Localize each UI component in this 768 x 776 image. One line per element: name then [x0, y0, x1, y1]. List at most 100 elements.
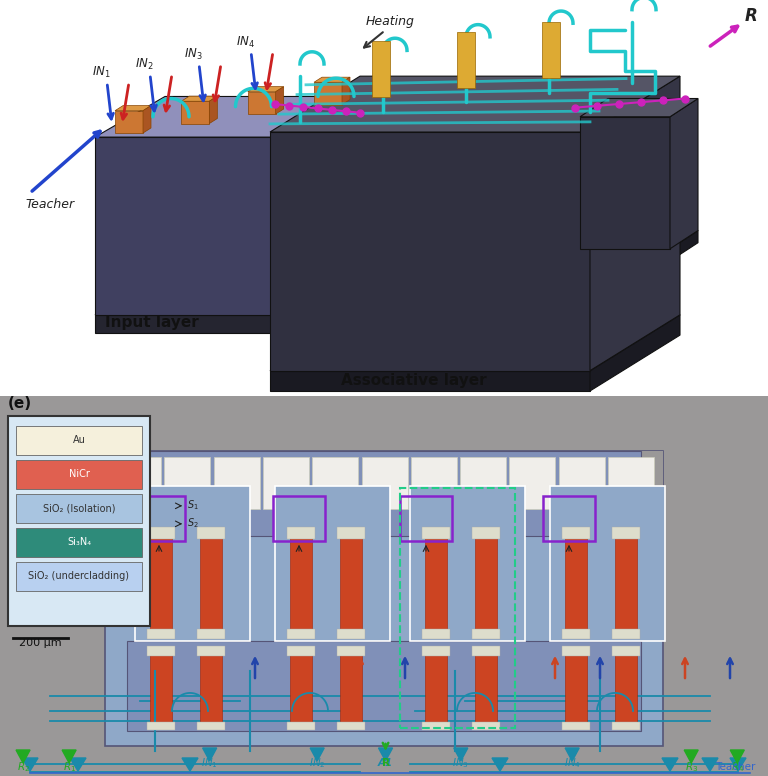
- Text: $IN_2$: $IN_2$: [309, 756, 326, 770]
- Bar: [287, 629, 315, 639]
- Bar: [127, 641, 641, 731]
- Bar: [615, 534, 637, 634]
- Text: $IN_4$: $IN_4$: [236, 35, 255, 50]
- Bar: [105, 451, 127, 546]
- Text: $R_2$: $R_2$: [17, 760, 29, 774]
- Bar: [8, 416, 150, 626]
- Bar: [422, 722, 450, 730]
- Polygon shape: [492, 758, 508, 771]
- Text: Teacher: Teacher: [715, 762, 755, 772]
- Bar: [562, 629, 590, 639]
- Bar: [127, 451, 641, 536]
- Text: Associative layer: Associative layer: [341, 373, 487, 388]
- Bar: [147, 527, 175, 539]
- Polygon shape: [95, 96, 355, 137]
- Polygon shape: [580, 230, 698, 249]
- Polygon shape: [62, 750, 76, 763]
- Bar: [200, 651, 222, 726]
- Polygon shape: [565, 748, 579, 761]
- Bar: [133, 496, 185, 541]
- Bar: [275, 486, 390, 641]
- Bar: [509, 457, 555, 509]
- Bar: [422, 646, 450, 656]
- Bar: [608, 457, 654, 509]
- Text: Heating: Heating: [366, 16, 415, 29]
- Text: $S_2$: $S_2$: [187, 516, 199, 530]
- Polygon shape: [285, 96, 355, 315]
- Text: SiO₂ (undercladding): SiO₂ (undercladding): [28, 571, 130, 581]
- Bar: [214, 457, 260, 509]
- Text: $IN_4$: $IN_4$: [564, 756, 581, 770]
- Polygon shape: [247, 92, 276, 114]
- Text: $IN_3$: $IN_3$: [452, 756, 469, 770]
- Bar: [612, 629, 640, 639]
- Polygon shape: [270, 76, 680, 132]
- Polygon shape: [270, 315, 680, 371]
- Polygon shape: [662, 758, 678, 771]
- Text: $IN_1$: $IN_1$: [92, 65, 111, 80]
- Bar: [337, 629, 365, 639]
- Bar: [422, 527, 450, 539]
- Bar: [290, 651, 312, 726]
- Bar: [16, 460, 142, 489]
- Bar: [147, 646, 175, 656]
- Text: $IN_1$: $IN_1$: [201, 756, 218, 770]
- Bar: [615, 651, 637, 726]
- Bar: [273, 496, 325, 541]
- Polygon shape: [730, 750, 744, 763]
- Bar: [337, 646, 365, 656]
- Bar: [290, 534, 312, 634]
- Bar: [150, 534, 172, 634]
- Bar: [200, 534, 222, 634]
- Bar: [135, 486, 250, 641]
- Polygon shape: [580, 116, 670, 249]
- Bar: [164, 457, 210, 509]
- Bar: [147, 629, 175, 639]
- Bar: [612, 646, 640, 656]
- Polygon shape: [95, 274, 355, 315]
- Bar: [287, 722, 315, 730]
- Text: NiCr: NiCr: [68, 469, 89, 480]
- Bar: [550, 486, 665, 641]
- Bar: [562, 527, 590, 539]
- Polygon shape: [372, 41, 390, 97]
- Bar: [565, 534, 587, 634]
- Bar: [16, 426, 142, 455]
- Bar: [337, 722, 365, 730]
- Bar: [562, 722, 590, 730]
- Bar: [472, 527, 500, 539]
- Text: Si₃N₄: Si₃N₄: [67, 537, 91, 547]
- Text: $IN_2$: $IN_2$: [135, 57, 154, 72]
- Bar: [105, 451, 663, 746]
- Bar: [400, 488, 515, 728]
- Bar: [562, 646, 590, 656]
- Bar: [612, 527, 640, 539]
- Polygon shape: [670, 230, 698, 261]
- Bar: [475, 651, 497, 726]
- Text: $IN_3$: $IN_3$: [184, 47, 203, 62]
- Text: $S_1$: $S_1$: [187, 498, 199, 511]
- Text: 200 μm: 200 μm: [19, 638, 61, 648]
- Bar: [115, 457, 161, 509]
- Polygon shape: [22, 758, 38, 771]
- Text: $R_3$: $R_3$: [684, 760, 698, 774]
- Polygon shape: [95, 137, 285, 315]
- Bar: [475, 534, 497, 634]
- Polygon shape: [181, 96, 217, 101]
- Text: R: R: [745, 7, 758, 26]
- Bar: [150, 651, 172, 726]
- Bar: [337, 527, 365, 539]
- Bar: [16, 528, 142, 557]
- Polygon shape: [182, 758, 198, 771]
- Text: Input layer: Input layer: [105, 315, 199, 330]
- Polygon shape: [541, 23, 560, 78]
- Bar: [340, 651, 362, 726]
- Polygon shape: [310, 748, 324, 761]
- Bar: [543, 496, 595, 541]
- Bar: [313, 457, 358, 509]
- Text: Au: Au: [72, 435, 85, 445]
- Polygon shape: [457, 32, 475, 88]
- Bar: [287, 527, 315, 539]
- Polygon shape: [143, 106, 151, 133]
- Bar: [472, 629, 500, 639]
